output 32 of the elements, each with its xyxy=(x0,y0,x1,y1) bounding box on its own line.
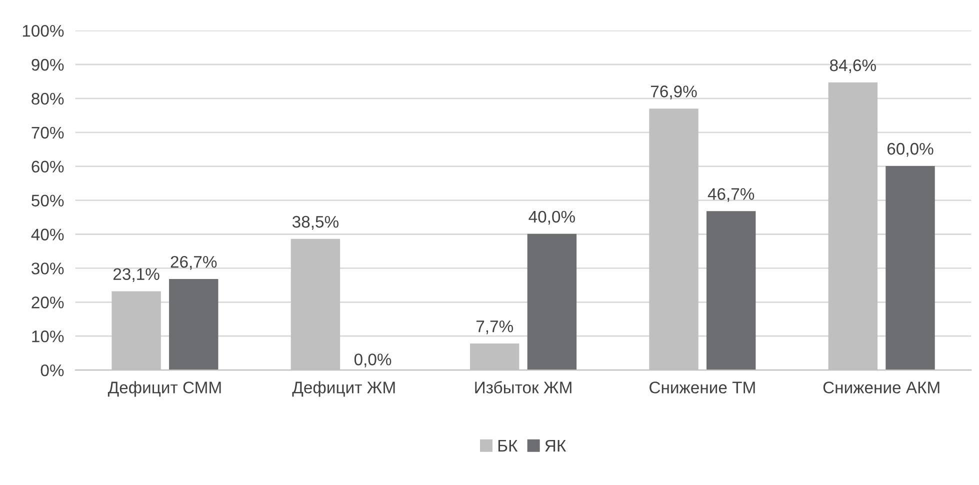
y-tick-label: 20% xyxy=(32,296,64,308)
legend-label: БК xyxy=(498,440,518,452)
x-tick-label: Снижение АКМ xyxy=(823,382,940,394)
y-tick-label: 50% xyxy=(32,194,64,207)
y-tick-label: 30% xyxy=(32,262,64,274)
data-label: 60,0% xyxy=(887,142,934,157)
data-label: 23,1% xyxy=(114,268,160,282)
x-tick-label: Дефицит СММ xyxy=(108,381,221,397)
y-tick-label: 80% xyxy=(32,92,64,105)
x-tick-label: Избыток ЖМ xyxy=(475,381,572,394)
data-label: 84,6% xyxy=(830,59,876,74)
y-tick-label: 0% xyxy=(40,364,64,376)
bar xyxy=(886,166,935,370)
data-label: 38,5% xyxy=(292,216,338,230)
data-label: 76,9% xyxy=(650,86,697,100)
data-label: 46,7% xyxy=(708,188,754,202)
y-tick-label: 10% xyxy=(32,330,64,342)
bar xyxy=(527,234,577,370)
data-label: 40,0% xyxy=(528,210,575,225)
legend-label: ЯК xyxy=(545,440,566,452)
bar xyxy=(169,278,218,370)
data-label: 26,7% xyxy=(170,256,217,270)
y-tick-label: 90% xyxy=(32,58,64,71)
bar xyxy=(706,211,756,370)
y-tick-label: 40% xyxy=(31,228,64,240)
y-tick-label: 60% xyxy=(32,160,64,173)
data-label: 0,0% xyxy=(354,354,392,368)
y-tick-label: 70% xyxy=(32,126,64,139)
x-tick-label: Снижение ТМ xyxy=(650,382,755,394)
y-tick-label: 100% xyxy=(22,24,64,37)
data-label: 7,7% xyxy=(476,320,514,334)
x-tick-label: Дефицит ЖМ xyxy=(292,381,395,397)
